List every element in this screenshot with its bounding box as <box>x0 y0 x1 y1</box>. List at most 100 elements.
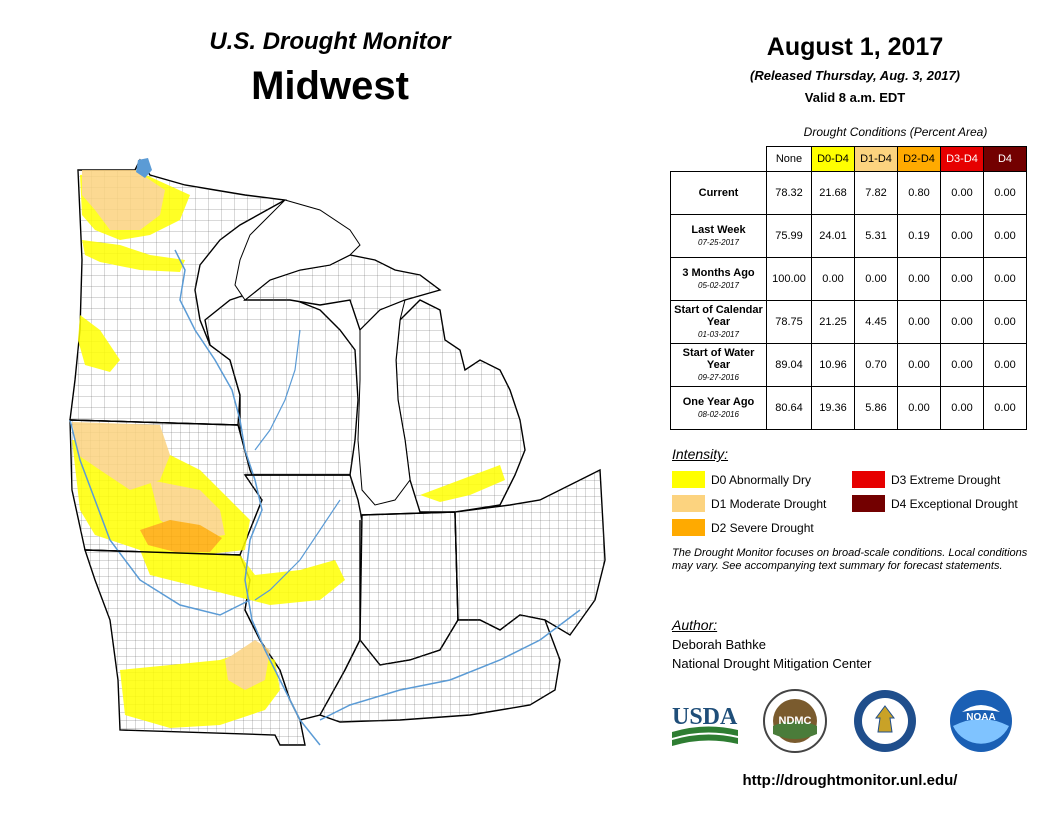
table-row: One Year Ago 08-02-2016 80.64 19.36 5.86 … <box>670 386 1027 430</box>
table-header-d4: D4 <box>983 146 1027 172</box>
table-cell: 0.80 <box>897 171 941 215</box>
table-row: Start of Water Year 09-27-2016 89.04 10.9… <box>670 343 1027 387</box>
row-date: 08-02-2016 <box>698 410 739 419</box>
table-header-d0-d4: D0-D4 <box>811 146 855 172</box>
table-header-none: None <box>766 146 812 172</box>
noaa-logo-text: NOAA <box>966 712 995 723</box>
table-row: Current 78.32 21.68 7.82 0.80 0.00 0.00 <box>670 171 1027 215</box>
ndmc-logo: NDMC <box>763 689 827 753</box>
author-organization: National Drought Mitigation Center <box>672 656 872 671</box>
legend-label-d4: D4 Exceptional Drought <box>891 496 1018 511</box>
legend-item-d2: D2 Severe Drought <box>672 519 814 536</box>
row-label: Start of Calendar Year 01-03-2017 <box>670 300 767 344</box>
table-cell: 19.36 <box>811 386 855 430</box>
table-row: 3 Months Ago 05-02-2017 100.00 0.00 0.00 … <box>670 257 1027 301</box>
table-cell: 0.00 <box>811 257 855 301</box>
website-url[interactable]: http://droughtmonitor.unl.edu/ <box>742 772 958 789</box>
table-cell: 0.00 <box>854 257 898 301</box>
table-cell: 21.25 <box>811 300 855 344</box>
d0-area-michigan <box>420 465 505 502</box>
table-cell: 5.86 <box>854 386 898 430</box>
d0-area-mn-north <box>82 240 185 272</box>
row-label-text: Current <box>698 187 739 199</box>
legend-item-d1: D1 Moderate Drought <box>672 495 826 512</box>
doc-seal-logo <box>854 690 916 752</box>
water-features <box>69 158 581 746</box>
table-cell: 0.00 <box>940 300 984 344</box>
table-cell: 75.99 <box>766 214 812 258</box>
table-cell: 7.82 <box>854 171 898 215</box>
usda-logo: USDA <box>672 704 738 746</box>
table-cell: 0.00 <box>940 214 984 258</box>
table-cell: 0.00 <box>983 214 1027 258</box>
map-title: Midwest <box>251 64 409 108</box>
legend-item-d3: D3 Extreme Drought <box>852 471 1000 488</box>
table-cell: 0.00 <box>983 171 1027 215</box>
table-header-blank <box>671 147 767 172</box>
table-cell: 0.00 <box>983 386 1027 430</box>
row-label: Last Week 07-25-2017 <box>670 214 767 258</box>
table-cell: 0.00 <box>983 343 1027 387</box>
map-subtitle: U.S. Drought Monitor <box>209 28 451 55</box>
table-cell: 24.01 <box>811 214 855 258</box>
drought-map <box>69 158 606 746</box>
row-label-text: Start of Water Year <box>682 347 755 371</box>
lake-michigan <box>357 299 411 506</box>
river-missouri <box>69 419 251 616</box>
table-cell: 89.04 <box>766 343 812 387</box>
table-cell: 0.00 <box>940 171 984 215</box>
table-header-row: None D0-D4 D1-D4 D2-D4 D3-D4 D4 <box>671 146 1027 172</box>
table-cell: 0.00 <box>940 257 984 301</box>
d1-area-mo-se <box>225 640 270 690</box>
table-cell: 0.70 <box>854 343 898 387</box>
table-cell: 80.64 <box>766 386 812 430</box>
row-date: 07-25-2017 <box>698 238 739 247</box>
table-cell: 0.00 <box>897 386 941 430</box>
table-header-d3-d4: D3-D4 <box>940 146 984 172</box>
state-borders <box>69 419 459 640</box>
d0-area-mo-north <box>140 550 345 605</box>
drought-conditions-table: None D0-D4 D1-D4 D2-D4 D3-D4 D4 Current … <box>670 146 1027 430</box>
river-ohio <box>319 609 581 721</box>
noaa-logo: NOAA <box>950 690 1012 752</box>
row-label-text: One Year Ago <box>682 396 755 408</box>
row-label-text: Last Week <box>691 224 746 236</box>
row-date: 05-02-2017 <box>698 281 739 290</box>
row-label: Current <box>670 171 767 215</box>
row-label: Start of Water Year 09-27-2016 <box>670 343 767 387</box>
row-date: 09-27-2016 <box>698 373 739 382</box>
map-date: August 1, 2017 <box>766 33 944 61</box>
ndmc-logo-text: NDMC <box>779 715 812 727</box>
table-cell: 21.68 <box>811 171 855 215</box>
table-cell: 0.00 <box>897 257 941 301</box>
table-cell: 0.19 <box>897 214 941 258</box>
legend-label-d2: D2 Severe Drought <box>711 520 814 535</box>
table-caption: Drought Conditions (Percent Area) <box>803 125 988 139</box>
table-cell: 0.00 <box>940 343 984 387</box>
author-title: Author: <box>672 617 718 633</box>
legend-item-d0: D0 Abnormally Dry <box>672 471 811 488</box>
table-cell: 100.00 <box>766 257 812 301</box>
river-wisconsin <box>254 329 301 451</box>
row-label: One Year Ago 08-02-2016 <box>670 386 767 430</box>
row-date: 01-03-2017 <box>698 330 739 339</box>
table-cell: 0.00 <box>897 300 941 344</box>
river-mississippi <box>174 249 321 746</box>
table-cell: 0.00 <box>897 343 941 387</box>
row-label: 3 Months Ago 05-02-2017 <box>670 257 767 301</box>
table-cell: 4.45 <box>854 300 898 344</box>
legend-swatch-d0 <box>672 471 705 488</box>
author-name: Deborah Bathke <box>672 637 766 652</box>
lake-superior <box>234 199 361 301</box>
d0-area-mn-west <box>78 315 120 372</box>
d1-area-nw-minnesota <box>82 170 165 230</box>
legend-title: Intensity: <box>672 446 729 462</box>
legend-swatch-d3 <box>852 471 885 488</box>
legend-swatch-d2 <box>672 519 705 536</box>
table-row: Start of Calendar Year 01-03-2017 78.75 2… <box>670 300 1027 344</box>
table-cell: 10.96 <box>811 343 855 387</box>
table-cell: 0.00 <box>983 300 1027 344</box>
legend-swatch-d4 <box>852 495 885 512</box>
drought-areas <box>72 170 505 728</box>
table-cell: 78.75 <box>766 300 812 344</box>
